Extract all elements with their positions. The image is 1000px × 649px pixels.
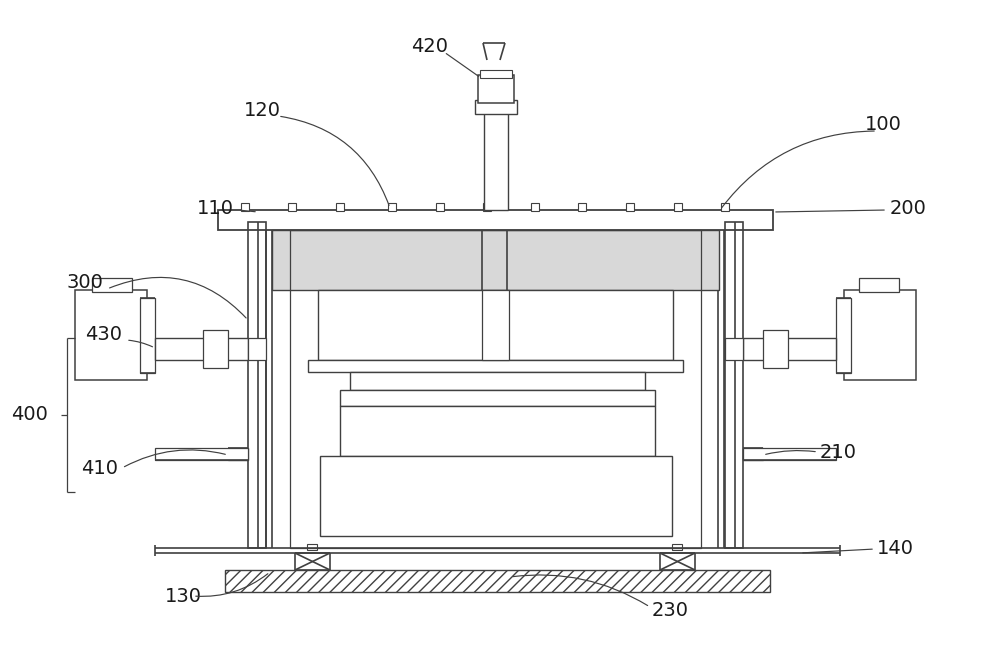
Bar (388, 203, 396, 211)
Bar (92, 278, 132, 292)
Text: 120: 120 (244, 101, 280, 119)
Text: 230: 230 (652, 600, 689, 620)
Text: 130: 130 (165, 587, 202, 607)
Bar (859, 278, 899, 292)
Bar (318, 290, 673, 360)
Bar (203, 330, 228, 368)
Bar (478, 75, 514, 103)
Text: 300: 300 (66, 273, 103, 293)
Bar (436, 203, 444, 211)
Bar (578, 203, 586, 211)
Bar (307, 544, 317, 550)
Text: 110: 110 (197, 199, 234, 217)
Bar (743, 448, 836, 460)
Bar (484, 110, 508, 210)
Bar (836, 298, 851, 373)
Bar (272, 230, 719, 290)
Bar (308, 360, 683, 372)
Text: 400: 400 (11, 406, 48, 424)
Bar (475, 100, 517, 114)
Bar (483, 203, 491, 211)
Text: 140: 140 (877, 539, 914, 557)
Bar (725, 222, 743, 548)
Bar (480, 70, 512, 78)
Bar (725, 338, 743, 360)
Bar (721, 203, 729, 211)
Text: 210: 210 (820, 443, 857, 461)
Bar (674, 203, 682, 211)
Bar (228, 448, 248, 460)
Bar (225, 570, 770, 592)
Bar (340, 406, 655, 456)
Bar (320, 456, 672, 536)
Bar (672, 544, 682, 550)
Text: 430: 430 (85, 326, 122, 345)
Text: 200: 200 (890, 199, 927, 217)
Bar (844, 290, 916, 380)
Text: 100: 100 (865, 116, 901, 134)
Bar (743, 338, 836, 360)
Text: 420: 420 (412, 38, 448, 56)
Bar (743, 448, 763, 460)
Text: 410: 410 (81, 458, 118, 478)
Bar (241, 203, 249, 211)
Bar (763, 330, 788, 368)
Bar (218, 210, 773, 230)
Bar (290, 230, 701, 548)
Bar (626, 203, 634, 211)
Bar (140, 298, 155, 373)
Bar (531, 203, 539, 211)
Bar (248, 338, 266, 360)
Bar (340, 390, 655, 406)
Bar (482, 290, 509, 360)
Bar (288, 203, 296, 211)
Bar (155, 338, 248, 360)
Bar (155, 448, 248, 460)
Bar (75, 290, 147, 380)
Bar (350, 372, 645, 390)
Bar (336, 203, 344, 211)
Bar (248, 222, 266, 548)
